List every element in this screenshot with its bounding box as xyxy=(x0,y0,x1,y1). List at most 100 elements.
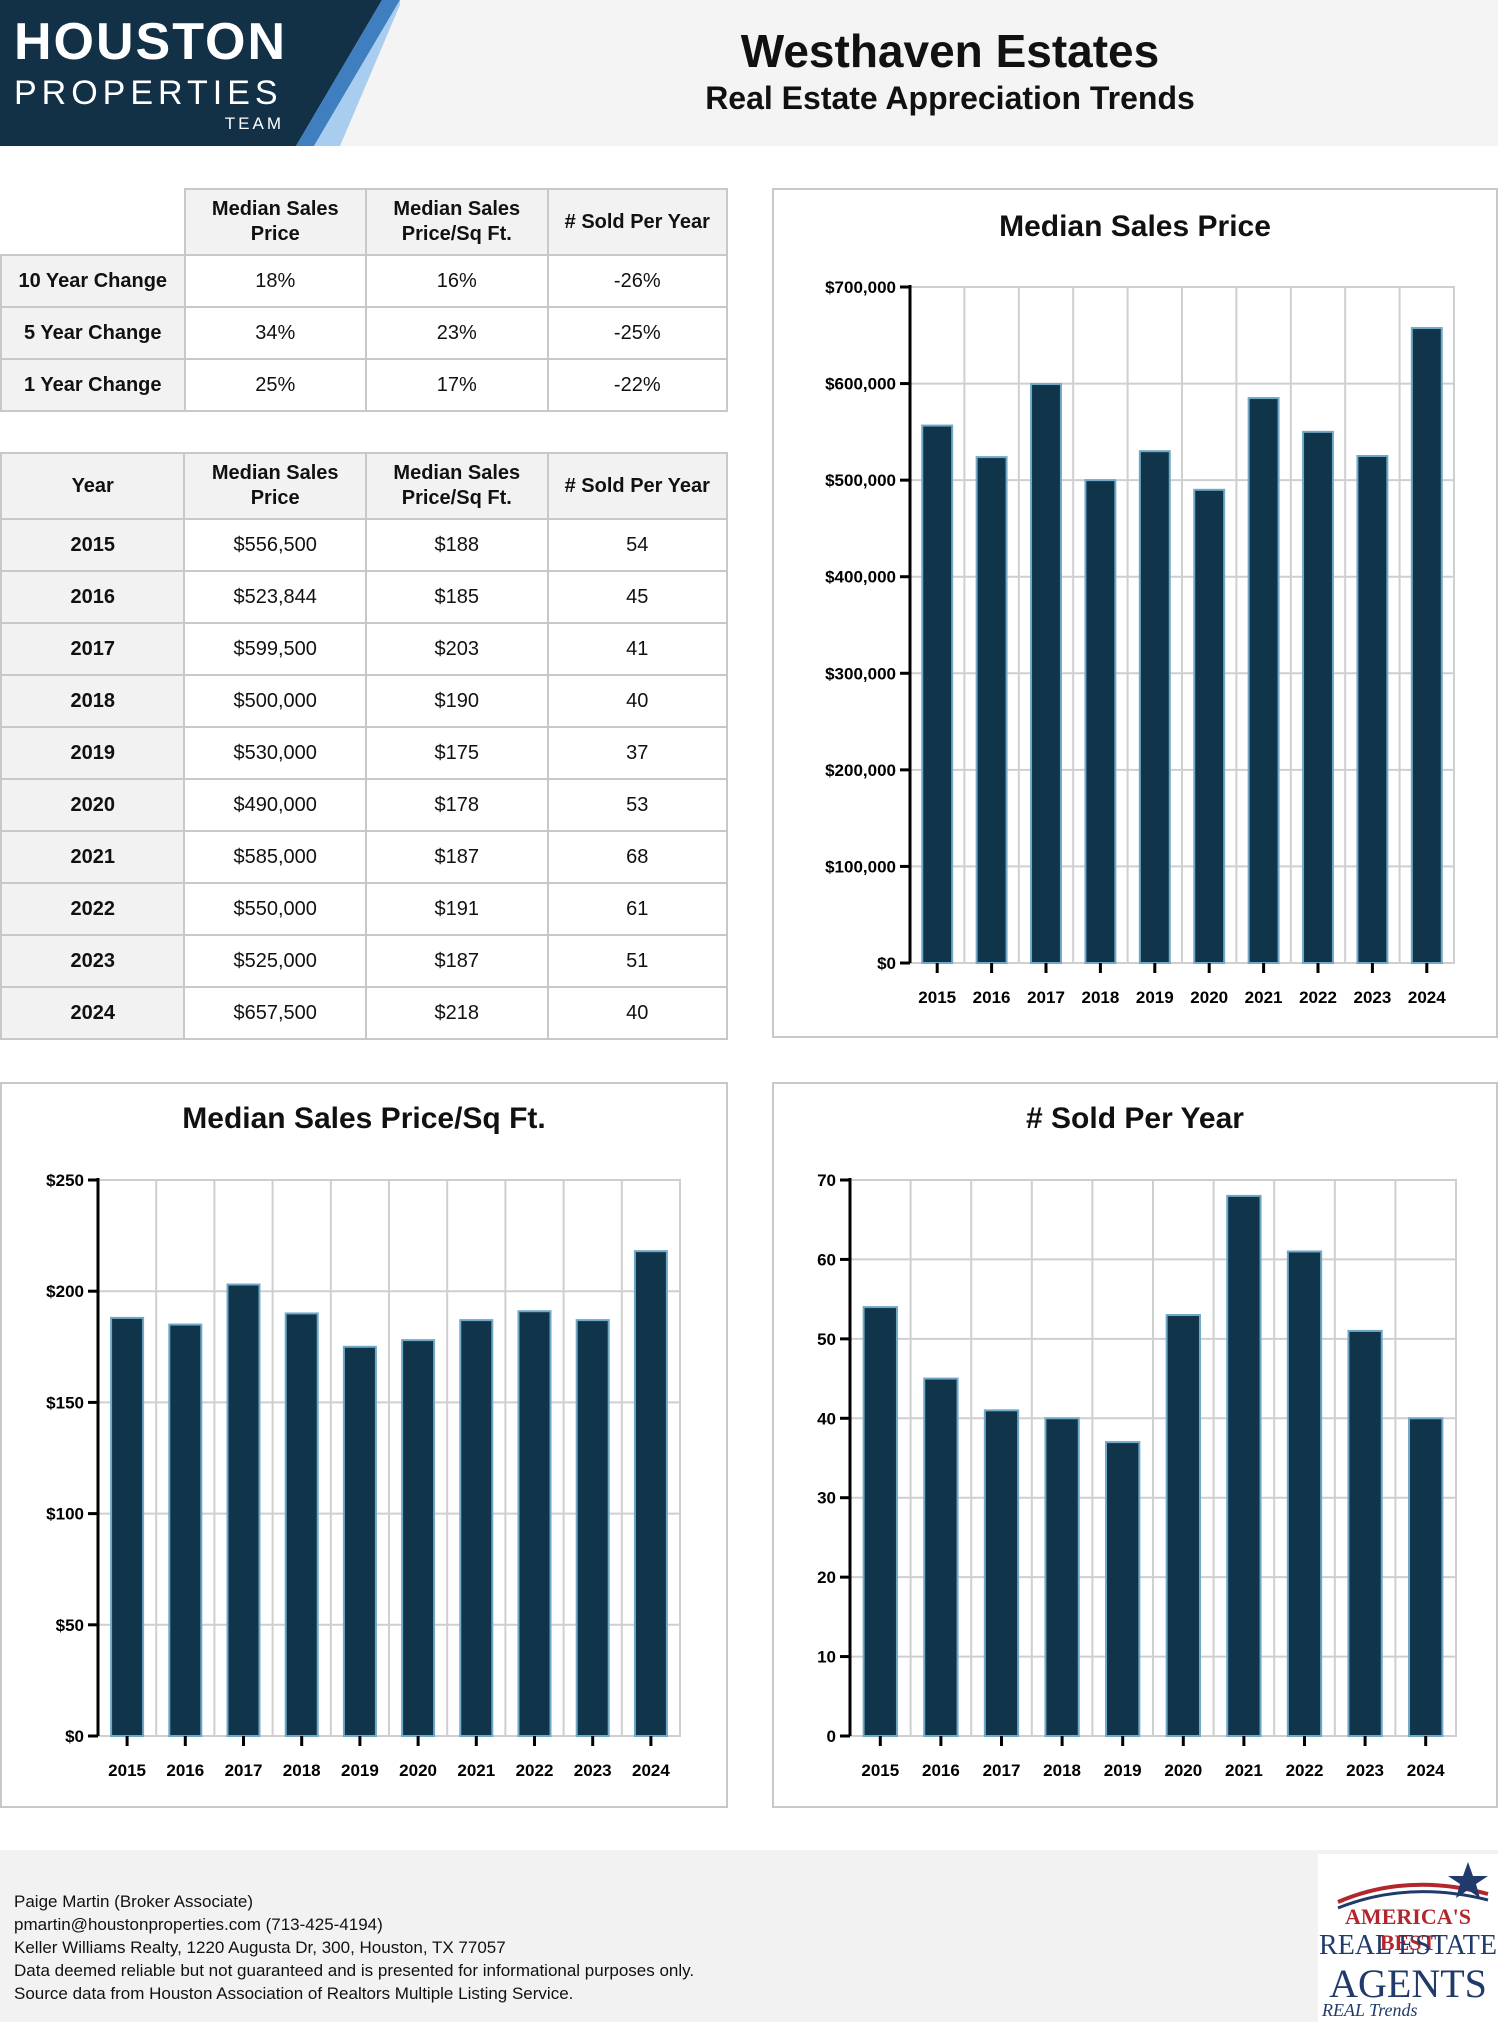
table-cell: 16% xyxy=(365,254,549,308)
table-cell: $657,500 xyxy=(183,986,367,1040)
x-tick-label: 2024 xyxy=(632,1761,670,1780)
table-row: 10 Year Change 18% 16% -26% xyxy=(0,254,729,308)
bar-2016 xyxy=(168,1323,203,1737)
table-cell: 51 xyxy=(546,934,729,988)
bar-2020 xyxy=(1193,488,1226,964)
y-tick-label: $200,000 xyxy=(825,761,896,780)
y-tick-label: $200 xyxy=(46,1282,84,1301)
table-cell: -25% xyxy=(546,306,729,360)
bar-2024 xyxy=(1408,1417,1444,1737)
bar-2016 xyxy=(923,1377,959,1737)
logo-line-1: HOUSTON xyxy=(14,13,288,71)
x-tick-label: 2015 xyxy=(108,1761,146,1780)
table-cell: $556,500 xyxy=(183,518,367,572)
table-cell: $187 xyxy=(364,830,549,884)
y-tick-label: $0 xyxy=(877,954,896,973)
x-tick-label: 2016 xyxy=(973,988,1011,1007)
table-cell: $523,844 xyxy=(183,570,367,624)
table-cell: 40 xyxy=(546,674,729,728)
table-cell: $550,000 xyxy=(183,882,367,936)
data-source: Source data from Houston Association of … xyxy=(14,1984,574,2003)
median-price-per-sqft-plot: $0 $50 $100 $150 $200 $250 2015 2016 2017 2018 201… xyxy=(46,1171,681,1780)
row-label: 2022 xyxy=(0,882,186,936)
star-swoosh-icon xyxy=(1337,1862,1489,1910)
x-tick-label: 2020 xyxy=(1190,988,1228,1007)
table-cell: 54 xyxy=(546,518,729,572)
y-tick-label: 40 xyxy=(817,1409,836,1428)
table-cell: 18% xyxy=(183,254,368,308)
bar-2024 xyxy=(1410,327,1443,965)
badge-line-1: AMERICA'S BEST xyxy=(1345,1904,1471,1955)
table-cell: 37 xyxy=(546,726,729,780)
y-tick-label: 50 xyxy=(817,1330,836,1349)
chart-title: Median Sales Price xyxy=(999,210,1271,243)
row-label: 2019 xyxy=(0,726,186,780)
bar-2017 xyxy=(1030,383,1062,965)
agent-email-phone: pmartin@houstonproperties.com (713-425-4… xyxy=(14,1915,383,1934)
column-header: Year xyxy=(0,452,186,520)
median-price-per-sqft-chart: Median Sales Price/Sq Ft. $0 $50 $100 $150 $… xyxy=(0,1082,728,1808)
bar-2019 xyxy=(1138,450,1171,964)
x-tick-label: 2024 xyxy=(1407,1761,1445,1780)
row-label: 1 Year Change xyxy=(0,358,186,412)
median-sales-price-plot: $0 $100,000 $200,000 $300,000 $400,000 $500,0… xyxy=(825,278,1455,1007)
table-row: 2017 $599,500 $203 41 xyxy=(0,622,729,676)
table-cell: $218 xyxy=(364,986,549,1040)
row-label: 2020 xyxy=(0,778,186,832)
bar-2022 xyxy=(1286,1250,1323,1737)
y-tick-label: 0 xyxy=(827,1727,836,1746)
table-cell: $178 xyxy=(364,778,549,832)
table-row: 2020 $490,000 $178 53 xyxy=(0,778,729,832)
table-cell: $188 xyxy=(364,518,549,572)
bar-2023 xyxy=(1347,1329,1383,1738)
table-row: 2022 $550,000 $191 61 xyxy=(0,882,729,936)
x-tick-label: 2016 xyxy=(166,1761,204,1780)
bar-2022 xyxy=(1302,430,1334,965)
americas-best-agents-badge: AMERICA'S BEST REAL ESTATE AGENTS REAL T… xyxy=(1318,1854,1498,2022)
x-tick-label: 2021 xyxy=(457,1761,495,1780)
disclaimer: Data deemed reliable but not guaranteed … xyxy=(14,1961,695,1980)
table-row: 5 Year Change 34% 23% -25% xyxy=(0,306,729,360)
bar-2022 xyxy=(517,1310,552,1737)
row-label: 2018 xyxy=(0,674,186,728)
x-tick-label: 2022 xyxy=(1299,988,1337,1007)
table-cell: 45 xyxy=(546,570,729,624)
table-cell: 34% xyxy=(183,306,368,360)
table-cell: -22% xyxy=(546,358,729,412)
x-tick-label: 2024 xyxy=(1408,988,1446,1007)
y-tick-label: 10 xyxy=(817,1648,836,1667)
x-tick-label: 2017 xyxy=(983,1761,1021,1780)
x-tick-label: 2019 xyxy=(341,1761,379,1780)
table-cell: $185 xyxy=(364,570,549,624)
table-header-row: Median Sales Price Median Sales Price/Sq… xyxy=(1,188,729,256)
row-label: 2021 xyxy=(0,830,186,884)
bar-2020 xyxy=(1165,1314,1201,1737)
row-label: 2017 xyxy=(0,622,186,676)
table-corner-cell xyxy=(1,189,185,255)
table-cell: $203 xyxy=(364,622,549,676)
sold-per-year-plot: 0 10 20 30 40 50 60 70 2015 2016 2017 2018 2019 2020 2… xyxy=(817,1171,1457,1780)
y-tick-label: $300,000 xyxy=(825,664,896,683)
logo-background xyxy=(0,0,402,146)
x-tick-label: 2017 xyxy=(1027,988,1065,1007)
x-tick-label: 2020 xyxy=(1164,1761,1202,1780)
bar-2019 xyxy=(1105,1441,1141,1737)
table-cell: 25% xyxy=(183,358,368,412)
y-tick-label: $50 xyxy=(56,1616,84,1635)
bar-2018 xyxy=(1044,1417,1080,1737)
table-cell: $525,000 xyxy=(183,934,367,988)
agent-name: Paige Martin (Broker Associate) xyxy=(14,1892,254,1911)
bar-2023 xyxy=(1356,455,1389,964)
y-tick-label: 30 xyxy=(817,1489,836,1508)
x-tick-label: 2023 xyxy=(1346,1761,1384,1780)
table-cell: $190 xyxy=(364,674,549,728)
badge-line-3: AGENTS xyxy=(1329,1961,1487,2006)
page-title: Westhaven Estates xyxy=(740,25,1160,77)
column-header: Median Sales Price xyxy=(183,188,368,256)
table-cell: -26% xyxy=(546,254,729,308)
x-tick-label: 2020 xyxy=(399,1761,437,1780)
table-row: 2015 $556,500 $188 54 xyxy=(0,518,729,572)
bar-2020 xyxy=(401,1339,436,1737)
table-cell: 41 xyxy=(546,622,729,676)
sold-per-year-chart: # Sold Per Year 0 10 20 30 40 50 60 70 2015 2016 2… xyxy=(772,1082,1498,1808)
